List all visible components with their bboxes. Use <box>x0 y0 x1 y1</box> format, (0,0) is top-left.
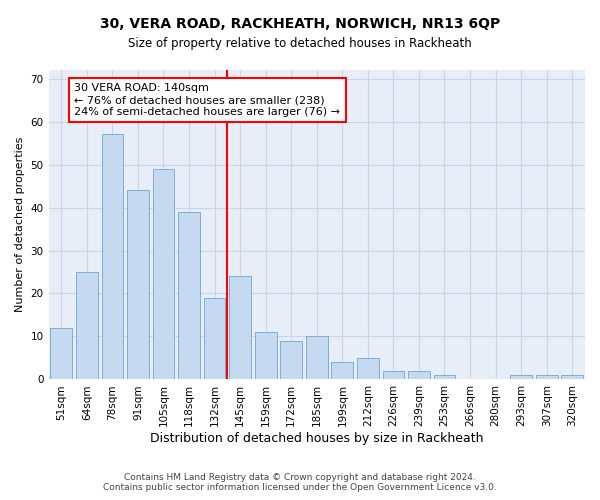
Bar <box>255 332 277 380</box>
Bar <box>562 375 583 380</box>
Bar <box>536 375 557 380</box>
Bar <box>434 375 455 380</box>
Bar <box>510 375 532 380</box>
Bar <box>383 371 404 380</box>
Text: Size of property relative to detached houses in Rackheath: Size of property relative to detached ho… <box>128 38 472 51</box>
Text: Contains HM Land Registry data © Crown copyright and database right 2024.
Contai: Contains HM Land Registry data © Crown c… <box>103 473 497 492</box>
Text: 30, VERA ROAD, RACKHEATH, NORWICH, NR13 6QP: 30, VERA ROAD, RACKHEATH, NORWICH, NR13 … <box>100 18 500 32</box>
Bar <box>101 134 123 380</box>
Bar <box>357 358 379 380</box>
Bar <box>331 362 353 380</box>
Bar <box>280 341 302 380</box>
Bar <box>76 272 98 380</box>
Bar <box>204 298 226 380</box>
Bar <box>178 212 200 380</box>
Bar <box>408 371 430 380</box>
Bar <box>229 276 251 380</box>
Bar <box>50 328 72 380</box>
X-axis label: Distribution of detached houses by size in Rackheath: Distribution of detached houses by size … <box>150 432 484 445</box>
Bar <box>306 336 328 380</box>
Y-axis label: Number of detached properties: Number of detached properties <box>15 137 25 312</box>
Bar <box>152 169 175 380</box>
Text: 30 VERA ROAD: 140sqm
← 76% of detached houses are smaller (238)
24% of semi-deta: 30 VERA ROAD: 140sqm ← 76% of detached h… <box>74 84 340 116</box>
Bar <box>127 190 149 380</box>
